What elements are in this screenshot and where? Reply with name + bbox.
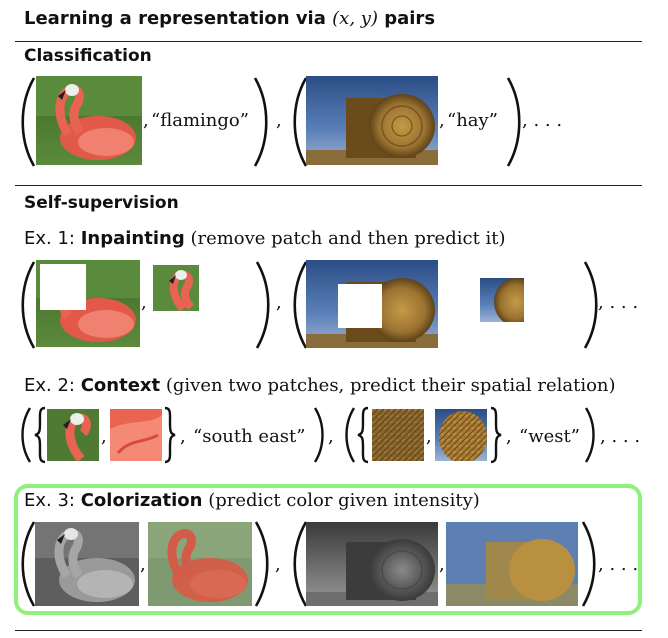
label-south-east: “south east” <box>193 426 306 447</box>
comma: , <box>328 426 334 447</box>
right-paren-icon <box>584 407 595 463</box>
comma: , <box>275 554 281 575</box>
left-brace-icon <box>357 406 369 464</box>
title-rule <box>15 41 642 42</box>
flamingo-color-channels-image <box>148 522 252 606</box>
comma: , <box>506 426 512 447</box>
hay-context-patch-1 <box>372 409 424 461</box>
left-paren-icon <box>345 407 356 463</box>
ex3-caption: Ex. 3: Colorization (predict color given… <box>24 490 480 511</box>
label-hay: “hay” <box>447 110 498 131</box>
bottom-rule <box>15 630 642 631</box>
comma: , <box>426 426 432 447</box>
classification-rule <box>15 185 642 186</box>
right-brace-icon <box>490 406 502 464</box>
context-row: , , “south east” , , , “west” , . . . <box>0 404 668 464</box>
comma: , <box>141 292 147 313</box>
right-paren-icon <box>583 261 598 349</box>
title-math: (x, y) <box>332 8 378 29</box>
left-paren-icon <box>293 77 308 167</box>
flamingo-context-patch-1 <box>47 409 99 461</box>
comma: , <box>140 554 146 575</box>
ex1-caption: Ex. 1: Inpainting (remove patch and then… <box>24 228 506 249</box>
comma: , <box>439 554 445 575</box>
ex1-label: Ex. 1: <box>24 228 81 249</box>
comma: , <box>143 110 149 131</box>
right-paren-icon <box>254 521 269 607</box>
page-title: Learning a representation via (x, y) pai… <box>24 8 435 29</box>
comma: , <box>276 110 282 131</box>
right-paren-icon <box>253 77 268 167</box>
ex2-label: Ex. 2: <box>24 375 81 396</box>
left-paren-icon <box>21 407 32 463</box>
right-brace-icon <box>164 406 176 464</box>
comma: , <box>439 110 445 131</box>
hay-context-patch-2 <box>435 409 487 461</box>
colorization-row: , , , , . . . <box>0 518 668 610</box>
label-flamingo: “flamingo” <box>151 110 249 131</box>
comma: , <box>180 426 186 447</box>
left-paren-icon <box>21 77 36 167</box>
flamingo-masked-image <box>36 260 140 347</box>
ellipsis: , . . . <box>598 554 639 575</box>
ellipsis: , . . . <box>598 292 639 313</box>
ex1-keyword: Inpainting <box>80 228 185 249</box>
comma: , <box>276 292 282 313</box>
ex3-keyword: Colorization <box>80 490 203 511</box>
hay-color-channels-image <box>446 522 578 606</box>
ellipsis: , . . . <box>522 110 563 131</box>
flamingo-context-patch-2 <box>110 409 162 461</box>
hay-patch-image <box>480 278 524 322</box>
right-paren-icon <box>313 407 324 463</box>
ex2-keyword: Context <box>80 375 161 396</box>
right-paren-icon <box>581 521 596 607</box>
title-tail: pairs <box>377 8 436 29</box>
self-supervision-heading: Self-supervision <box>24 193 179 213</box>
left-brace-icon <box>34 406 46 464</box>
comma: , <box>101 426 107 447</box>
flamingo-patch-image <box>153 265 199 311</box>
ex2-caption: Ex. 2: Context (given two patches, predi… <box>24 375 616 396</box>
ex1-desc: (remove patch and then predict it) <box>184 228 506 249</box>
flamingo-gray-image <box>35 522 139 606</box>
left-paren-icon <box>21 521 36 607</box>
ellipsis: , . . . <box>600 426 641 447</box>
colorization-highlight-box <box>14 484 642 615</box>
hay-bale-image <box>306 76 438 165</box>
flamingo-image <box>36 76 142 165</box>
ex3-desc: (predict color given intensity) <box>202 490 480 511</box>
ex3-label: Ex. 3: <box>24 490 81 511</box>
classification-heading: Classification <box>24 46 152 66</box>
label-west: “west” <box>519 426 580 447</box>
left-paren-icon <box>293 261 308 349</box>
hay-gray-image <box>306 522 438 606</box>
hay-masked-image <box>306 260 438 348</box>
classification-row: , “flamingo” , , “hay” , . . . <box>0 72 668 172</box>
left-paren-icon <box>293 521 308 607</box>
right-paren-icon <box>506 77 521 167</box>
ex2-desc: (given two patches, predict their spatia… <box>160 375 616 396</box>
inpainting-row: , , , . . . <box>0 256 668 356</box>
right-paren-icon <box>255 261 270 349</box>
title-text: Learning a representation via <box>24 8 333 29</box>
left-paren-icon <box>21 261 36 349</box>
